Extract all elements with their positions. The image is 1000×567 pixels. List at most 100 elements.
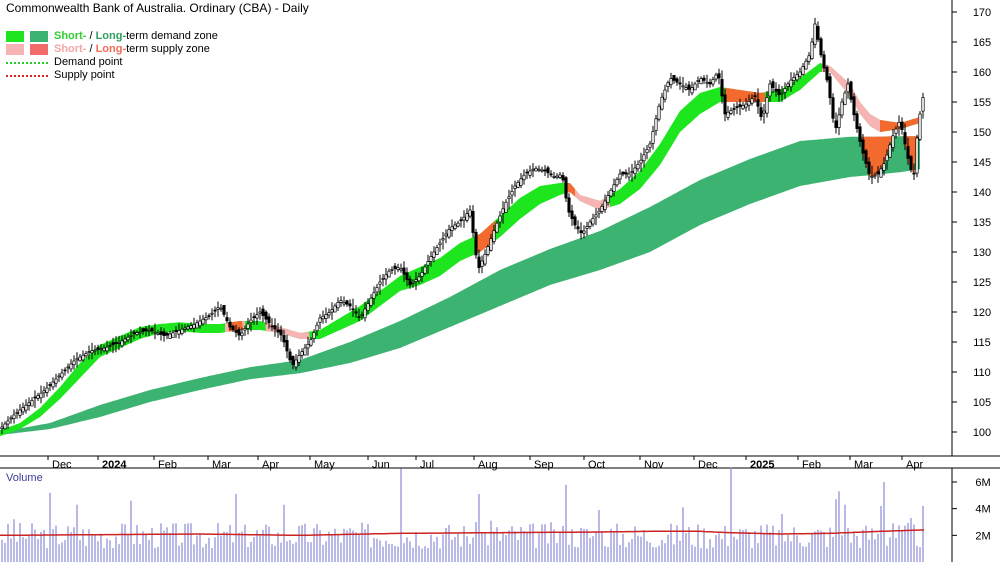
candle-body	[339, 300, 343, 303]
long-term-demand-zone	[0, 136, 920, 435]
candle-body	[30, 400, 34, 407]
candle-body	[441, 238, 445, 241]
candle-body	[405, 272, 409, 280]
candle-body	[918, 113, 922, 140]
candle-body	[255, 314, 259, 319]
candle-body	[642, 154, 646, 162]
candle-body	[3, 423, 7, 430]
price-tick-label: 135	[973, 217, 991, 229]
candle-body	[354, 311, 358, 314]
candle-body	[804, 60, 808, 70]
candle-body	[84, 353, 88, 357]
candle-body	[921, 97, 925, 112]
candle-body	[396, 267, 400, 270]
candle-body	[327, 312, 331, 316]
candle-body	[780, 92, 784, 95]
candle-body	[480, 260, 484, 267]
candle-body	[240, 332, 244, 337]
candle-body	[66, 366, 70, 369]
candle-body	[261, 308, 265, 316]
candle-body	[660, 96, 664, 110]
candle-body	[333, 305, 337, 313]
price-tick-label: 115	[973, 337, 991, 349]
candle-body	[201, 318, 205, 325]
short-term-demand-zone	[0, 63, 920, 437]
x-tick-label: Mar	[212, 459, 231, 471]
volume-tick-label: 2M	[975, 530, 990, 542]
candle-body	[834, 120, 838, 129]
candle-body	[732, 108, 736, 110]
candle-body	[639, 159, 643, 164]
candle-body	[789, 79, 793, 88]
x-tick-label: Dec	[52, 459, 72, 471]
candle-body	[207, 315, 211, 317]
candle-body	[429, 256, 433, 262]
candle-body	[33, 396, 37, 399]
candle-body	[912, 172, 916, 175]
candle-body	[42, 390, 46, 394]
candle-body	[417, 276, 421, 282]
candle-body	[69, 363, 73, 370]
candle-body	[573, 216, 577, 226]
candle-body	[633, 167, 637, 174]
candle-body	[453, 224, 457, 229]
candle-body	[147, 329, 151, 332]
candle-body	[471, 211, 475, 233]
candle-body	[60, 372, 64, 378]
candle-body	[342, 302, 346, 305]
price-tick-label: 140	[973, 187, 991, 199]
candle-body	[141, 328, 145, 332]
candle-body	[522, 174, 526, 181]
candle-body	[561, 175, 565, 181]
candle-body	[321, 315, 325, 320]
candle-body	[657, 105, 661, 120]
candle-body	[699, 78, 703, 85]
demand-point-swatch	[6, 62, 48, 64]
candle-body	[888, 144, 892, 158]
candle-body	[768, 83, 772, 97]
candle-body	[678, 82, 682, 85]
candle-body	[534, 167, 538, 172]
candle-body	[606, 195, 610, 203]
candle-body	[135, 332, 139, 335]
candle-body	[792, 77, 796, 81]
candle-body	[288, 351, 292, 361]
legend-supply-point-label: Supply point	[54, 69, 115, 81]
candle-body	[462, 216, 466, 221]
candle-body	[621, 171, 625, 175]
candle-body	[348, 303, 352, 307]
candle-body	[168, 333, 172, 339]
candle-body	[57, 375, 61, 378]
candle-body	[882, 163, 886, 171]
candle-body	[447, 229, 451, 238]
volume-tick-label: 4M	[975, 504, 990, 516]
candle-body	[603, 200, 607, 210]
candle-body	[228, 321, 232, 328]
candle-body	[828, 76, 832, 99]
candle-body	[213, 309, 217, 312]
candle-body	[756, 99, 760, 107]
candle-body	[648, 143, 652, 148]
candle-body	[246, 323, 250, 329]
candle-body	[81, 354, 85, 361]
candle-body	[87, 351, 91, 353]
candle-body	[546, 167, 550, 174]
candle-body	[786, 83, 790, 87]
candle-body	[132, 331, 136, 334]
candle-body	[63, 369, 67, 372]
candle-body	[852, 96, 856, 116]
candle-body	[384, 274, 388, 280]
candle-body	[18, 409, 22, 416]
candle-body	[885, 154, 889, 162]
candle-body	[54, 378, 58, 384]
candle-body	[843, 92, 847, 106]
candle-body	[771, 81, 775, 88]
candle-body	[120, 340, 124, 347]
candle-body	[597, 210, 601, 214]
candle-body	[909, 155, 913, 170]
candle-body	[129, 335, 133, 337]
price-tick-label: 105	[973, 397, 991, 409]
candle-body	[150, 327, 154, 332]
x-tick-label: Nov	[644, 459, 664, 471]
candle-body	[672, 75, 676, 81]
